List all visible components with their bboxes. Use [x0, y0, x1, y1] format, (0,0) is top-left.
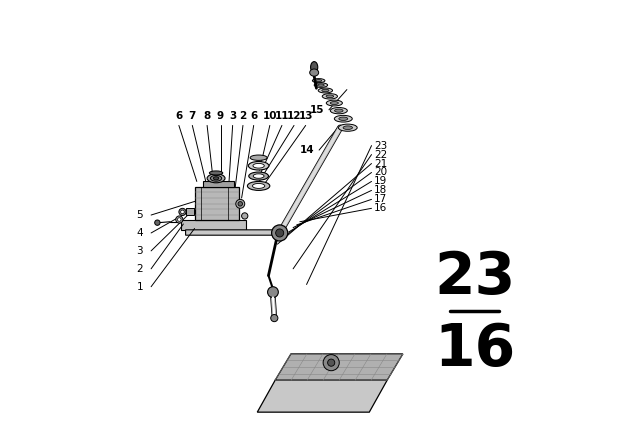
- Ellipse shape: [326, 100, 342, 106]
- Circle shape: [271, 314, 278, 322]
- Ellipse shape: [314, 83, 328, 87]
- Ellipse shape: [248, 181, 270, 190]
- Polygon shape: [257, 380, 387, 412]
- Text: 19: 19: [374, 177, 387, 186]
- Text: 9: 9: [217, 111, 224, 121]
- Ellipse shape: [211, 176, 221, 181]
- Text: 4: 4: [136, 228, 143, 238]
- Text: 16: 16: [374, 203, 387, 213]
- Ellipse shape: [253, 174, 264, 178]
- Ellipse shape: [310, 69, 319, 76]
- Ellipse shape: [330, 102, 339, 104]
- Ellipse shape: [326, 95, 333, 98]
- Text: 23: 23: [374, 141, 387, 151]
- Circle shape: [268, 287, 278, 297]
- Polygon shape: [186, 230, 280, 238]
- Ellipse shape: [318, 88, 333, 93]
- Ellipse shape: [323, 94, 337, 99]
- Text: 2: 2: [136, 264, 143, 274]
- Text: 12: 12: [287, 111, 301, 121]
- Bar: [195, 187, 239, 220]
- Circle shape: [238, 202, 243, 206]
- Text: 6: 6: [250, 111, 257, 121]
- Ellipse shape: [316, 80, 322, 82]
- Circle shape: [323, 355, 339, 371]
- Circle shape: [155, 220, 160, 225]
- Text: 5: 5: [136, 210, 143, 220]
- Ellipse shape: [252, 184, 265, 189]
- Text: 3: 3: [229, 111, 236, 121]
- Bar: [181, 220, 246, 230]
- Text: 17: 17: [374, 194, 387, 204]
- Text: 10: 10: [262, 111, 277, 121]
- Text: 1: 1: [136, 282, 143, 292]
- Circle shape: [242, 213, 248, 219]
- Bar: [203, 181, 234, 187]
- Text: 2: 2: [239, 111, 246, 121]
- Ellipse shape: [334, 116, 352, 122]
- Ellipse shape: [343, 126, 353, 129]
- Ellipse shape: [317, 84, 324, 86]
- Text: 14: 14: [300, 145, 315, 155]
- Circle shape: [328, 359, 335, 366]
- Text: 13: 13: [298, 111, 313, 121]
- Text: 23: 23: [434, 249, 515, 306]
- Circle shape: [177, 218, 181, 221]
- Ellipse shape: [249, 172, 269, 180]
- Circle shape: [236, 199, 244, 208]
- Ellipse shape: [248, 162, 269, 170]
- Ellipse shape: [209, 171, 223, 175]
- Ellipse shape: [253, 164, 264, 168]
- Text: 15: 15: [310, 105, 324, 115]
- Text: 22: 22: [374, 150, 387, 159]
- Ellipse shape: [250, 155, 267, 160]
- Text: 7: 7: [189, 111, 196, 121]
- Ellipse shape: [207, 174, 225, 183]
- Circle shape: [179, 208, 186, 215]
- Text: 20: 20: [374, 168, 387, 177]
- Text: 8: 8: [204, 111, 211, 121]
- Ellipse shape: [213, 177, 219, 180]
- Ellipse shape: [339, 124, 357, 131]
- Text: 11: 11: [275, 111, 289, 121]
- Ellipse shape: [322, 89, 329, 92]
- Text: 3: 3: [136, 246, 143, 256]
- Ellipse shape: [330, 108, 348, 114]
- Polygon shape: [275, 354, 403, 380]
- Circle shape: [176, 216, 183, 223]
- Circle shape: [271, 225, 288, 241]
- Text: 21: 21: [374, 159, 387, 168]
- Circle shape: [180, 210, 184, 214]
- Text: 6: 6: [175, 111, 182, 121]
- Circle shape: [276, 229, 284, 237]
- Text: 16: 16: [434, 321, 515, 378]
- Bar: [186, 208, 194, 215]
- Text: 18: 18: [374, 185, 387, 195]
- Ellipse shape: [310, 61, 318, 73]
- Ellipse shape: [312, 79, 325, 83]
- Ellipse shape: [339, 117, 348, 121]
- Ellipse shape: [335, 109, 343, 112]
